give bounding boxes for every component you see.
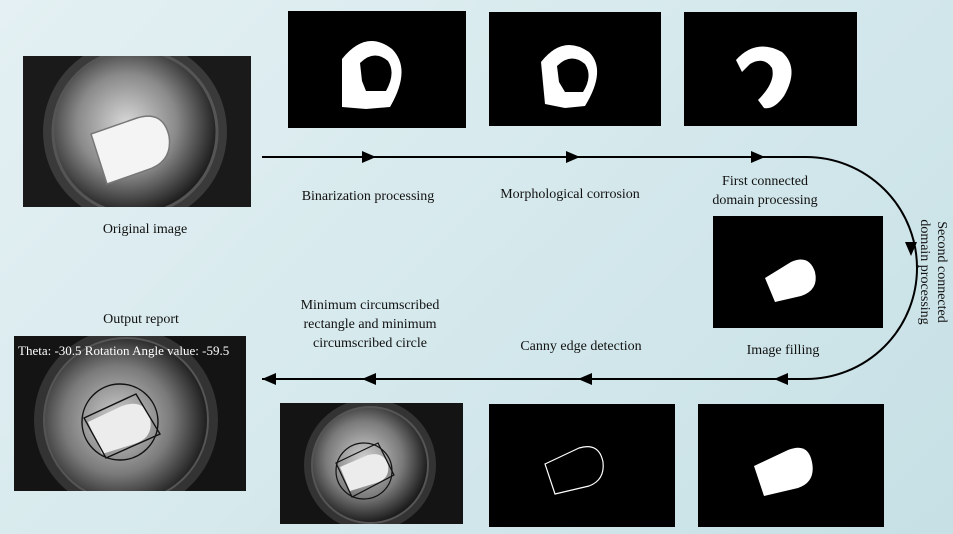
filling-image: [713, 216, 883, 328]
binarization-label: Binarization processing: [301, 189, 435, 204]
min-shapes-label: Minimum circumscribed rectangle and mini…: [300, 298, 440, 351]
second-domain-label: Second connected domain processing: [917, 219, 949, 325]
filled-result-image: [698, 404, 884, 527]
canny-image: [489, 404, 675, 527]
first-domain-image: [684, 12, 857, 126]
report-overlay-text: Theta: -30.5 Rotation Angle value: -59.5: [18, 343, 230, 358]
morphological-label: Morphological corrosion: [500, 187, 640, 202]
canny-label: Canny edge detection: [520, 339, 642, 354]
filling-label: Image filling: [746, 343, 820, 358]
morphological-image: [489, 12, 661, 126]
output-report-label: Output report: [103, 312, 179, 327]
first-domain-label: First connected domain processing: [712, 174, 818, 208]
original-image-label: Original image: [102, 222, 188, 237]
output-report-image: Theta: -30.5 Rotation Angle value: -59.5: [14, 336, 246, 491]
binarization-image: [288, 11, 466, 128]
min-shapes-image: [280, 403, 463, 524]
original-image: [23, 56, 251, 207]
